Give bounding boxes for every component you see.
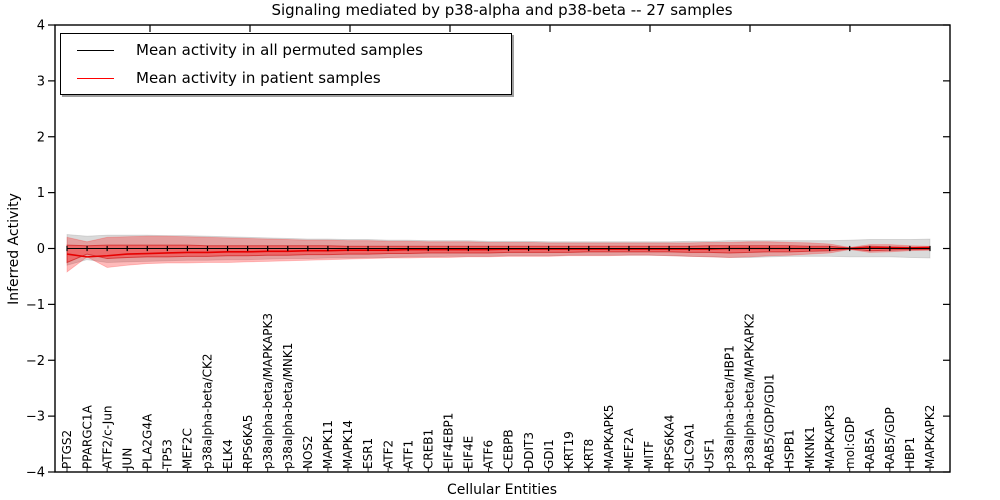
x-tick-label: RPS6KA4 (662, 415, 676, 469)
y-tick-label: 1 (37, 186, 45, 201)
x-tick-label: MAPK14 (341, 420, 355, 469)
y-tick-label: 2 (37, 130, 45, 145)
x-tick-label: MEF2C (181, 428, 195, 469)
x-tick-label: EIF4EBP1 (442, 413, 456, 469)
x-tick-label: ATF2 (381, 440, 395, 469)
x-tick-label: KRT19 (562, 431, 576, 469)
legend-item-patient: Mean activity in patient samples (61, 69, 511, 87)
x-tick-label: PPARGC1A (80, 404, 94, 469)
x-tick-label: NOS2 (301, 435, 315, 469)
x-tick-label: p38alpha-beta/MNK1 (281, 343, 295, 469)
permuted-line-swatch (77, 49, 114, 51)
y-axis: 4 3 2 1 0 −1 −2 −3 −4 (26, 19, 950, 481)
x-tick-label: MAPK11 (321, 420, 335, 469)
x-tick-label: HBP1 (903, 437, 917, 469)
y-tick-label: 3 (37, 74, 45, 89)
x-axis-label: Cellular Entities (446, 482, 558, 498)
x-tick-label: RAB5/GDP/GDI1 (763, 373, 777, 469)
x-tick-label: EIF4E (462, 436, 476, 469)
x-tick-label: GDI1 (542, 439, 556, 469)
legend-item-permuted: Mean activity in all permuted samples (61, 41, 511, 59)
x-tick-label: CREB1 (421, 429, 435, 469)
x-tick-label: CEBPB (502, 429, 516, 469)
x-tick-label: mol:GDP (843, 417, 857, 469)
legend-label: Mean activity in all permuted samples (136, 41, 423, 59)
legend-label: Mean activity in patient samples (136, 69, 381, 87)
x-tick-label: HSPB1 (783, 429, 797, 469)
x-tick-label: ATF2/c-Jun (100, 405, 114, 469)
y-tick-label: −1 (26, 298, 45, 313)
y-tick-label: −4 (26, 466, 45, 481)
x-tick-label: MAPKAPK3 (823, 405, 837, 469)
x-tick-label: ELK4 (221, 439, 235, 469)
x-tick-label: PLA2G4A (140, 413, 154, 469)
legend: Mean activity in all permuted samples Me… (60, 33, 512, 95)
x-tick-label: RPS6KA5 (241, 415, 255, 469)
x-tick-label: p38alpha-beta/HBP1 (723, 345, 737, 469)
x-tick-label: MAPKAPK5 (602, 405, 616, 469)
x-tick-label: JUN (120, 448, 134, 470)
x-tick-label: MEF2A (622, 428, 636, 469)
x-tick-label: ESR1 (361, 438, 375, 469)
x-tick-label: MITF (642, 441, 656, 469)
x-tick-label: p38alpha-beta/MAPKAPK2 (743, 313, 757, 469)
x-tick-label: DDIT3 (522, 432, 536, 469)
permuted-line-markers (66, 245, 931, 252)
x-tick-label: SLC9A1 (682, 423, 696, 469)
chart-title: Signaling mediated by p38-alpha and p38-… (271, 1, 733, 19)
bands-layer (66, 234, 931, 273)
x-tick-label: PTGS2 (60, 430, 74, 469)
x-tick-label: TP53 (161, 439, 175, 470)
x-tick-label: p38alpha-beta/MAPKAPK3 (261, 313, 275, 469)
x-tick-label: RAB5A (863, 428, 877, 469)
x-tick-label: USF1 (702, 438, 716, 469)
x-tick-label: MKNK1 (803, 426, 817, 469)
patient-line-swatch (77, 77, 114, 79)
x-tick-label: ATF6 (482, 440, 496, 469)
top-ticks (149, 25, 851, 32)
x-axis: PTGS2 PPARGC1A ATF2/c-Jun JUN PLA2G4A TP53 MEF… (60, 313, 937, 472)
x-tick-label: MAPKAPK2 (923, 405, 937, 469)
x-tick-label: RAB5/GDP (883, 407, 897, 469)
y-tick-label: 4 (37, 19, 45, 34)
y-tick-label: −2 (26, 354, 45, 369)
y-tick-label: 0 (37, 242, 45, 257)
x-tick-label: KRT8 (582, 439, 596, 469)
x-tick-label: p38alpha-beta/CK2 (201, 354, 215, 469)
y-tick-label: −3 (26, 410, 45, 425)
x-tick-label: ATF1 (401, 440, 415, 469)
